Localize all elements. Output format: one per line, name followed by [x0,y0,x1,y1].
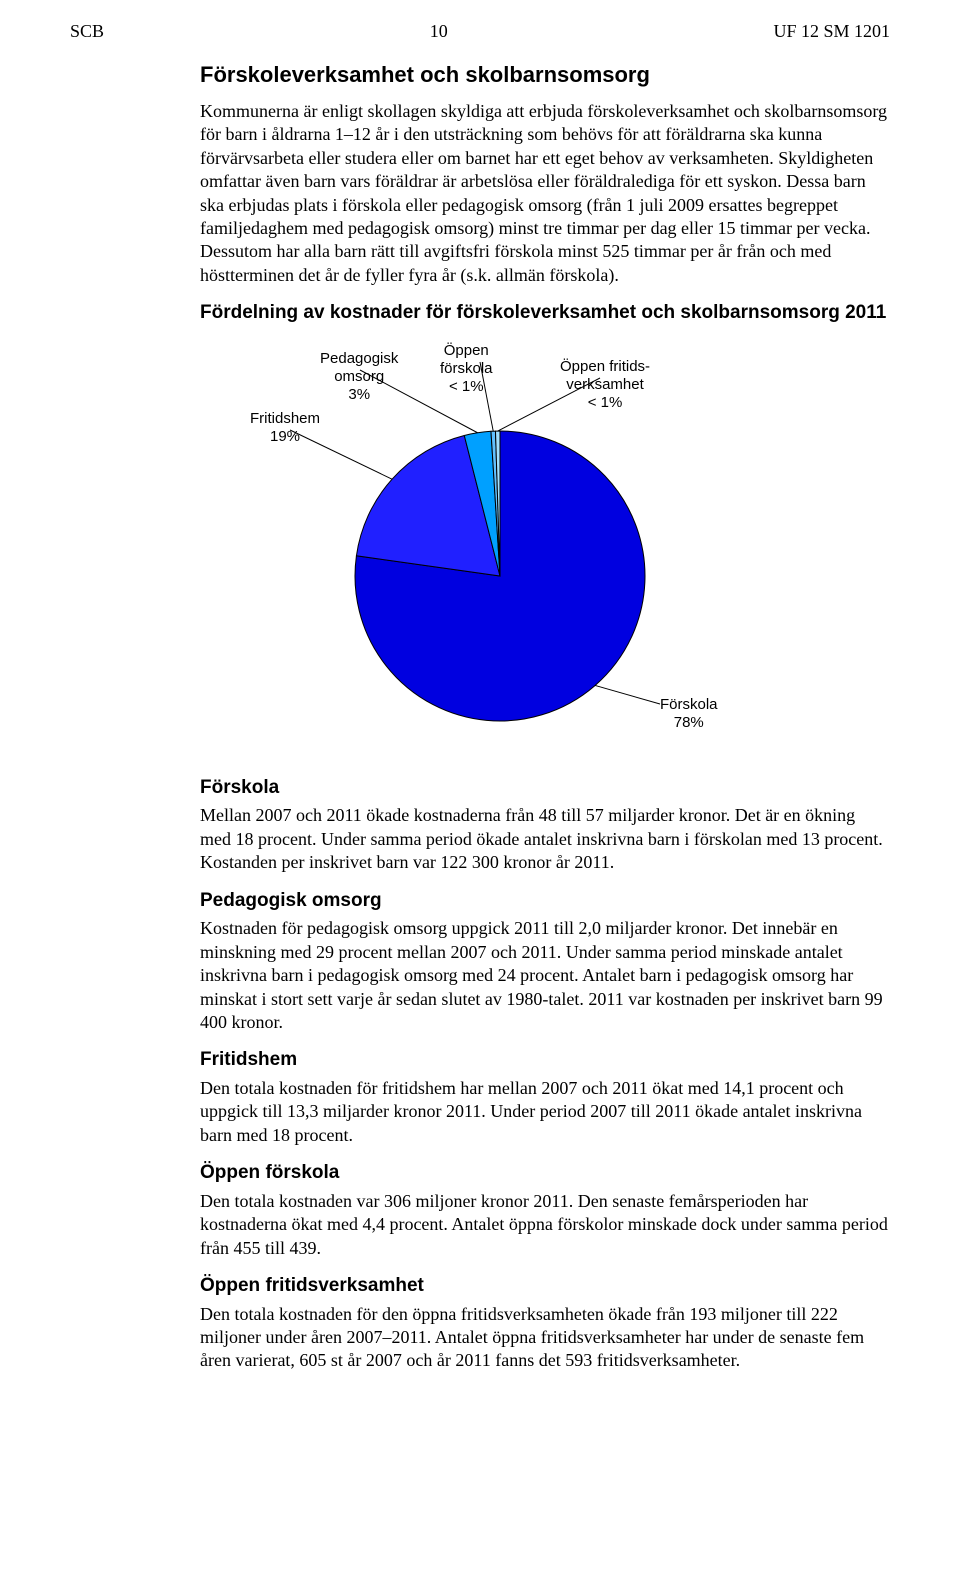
section-body: Den totala kostnaden för den öppna friti… [200,1303,890,1373]
page-title: Förskoleverksamhet och skolbarnsomsorg [200,61,890,90]
pie-chart: Förskola78% Fritidshem19%Pedagogiskomsorg… [200,336,800,756]
pie-label-förskola: Förskola78% [660,696,718,732]
page-header: SCB 10 UF 12 SM 1201 [70,20,890,43]
section-heading: Förskola [200,776,890,801]
section-body: Den totala kostnaden var 306 miljoner kr… [200,1190,890,1260]
section-heading: Öppen fritidsverksamhet [200,1274,890,1299]
chart-title: Fördelning av kostnader för förskoleverk… [200,301,890,326]
main-content: Förskoleverksamhet och skolbarnsomsorg K… [200,61,890,1372]
section-heading: Öppen förskola [200,1161,890,1186]
section-body: Den totala kostnaden för fritidshem har … [200,1077,890,1147]
section-body: Kostnaden för pedagogisk omsorg uppgick … [200,917,890,1034]
header-left: SCB [70,20,104,43]
pie-label-öppen-fritidsverksamhet: Öppen fritids-verksamhet< 1% [560,358,650,412]
header-right: UF 12 SM 1201 [773,20,890,43]
pie-label-pedagogisk-omsorg: Pedagogiskomsorg3% [320,350,398,404]
section-body: Mellan 2007 och 2011 ökade kostnaderna f… [200,804,890,874]
section-heading: Fritidshem [200,1048,890,1073]
header-center: 10 [430,20,448,43]
pie-label-öppen-förskola: Öppenförskola< 1% [440,342,493,396]
sections-container: Förskola Mellan 2007 och 2011 ökade kostn… [200,776,890,1373]
leader-line [595,685,660,704]
pie-label-fritidshem: Fritidshem19% [250,410,320,446]
section-heading: Pedagogisk omsorg [200,889,890,914]
intro-paragraph: Kommunerna är enligt skollagen skyldiga … [200,100,890,287]
